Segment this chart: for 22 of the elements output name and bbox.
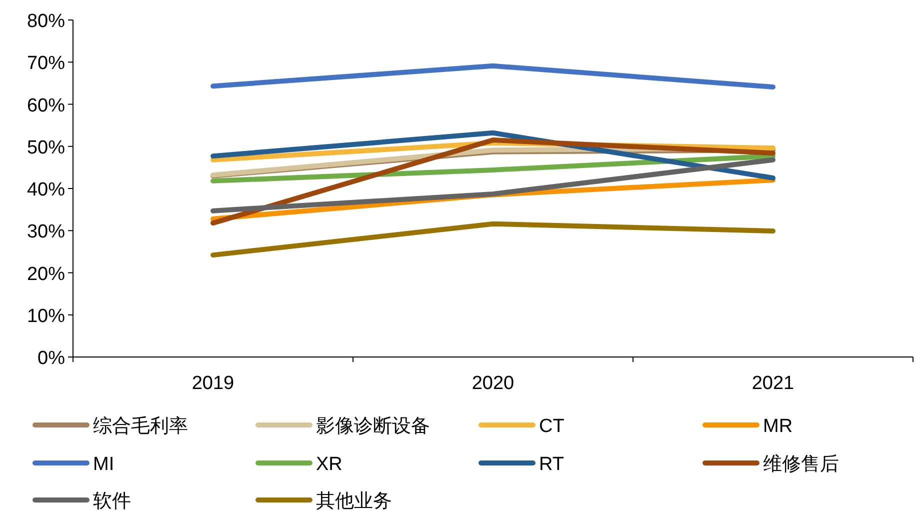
y-tick-label: 10% [26, 306, 66, 327]
x-tick-label: 2020 [472, 373, 514, 394]
y-tick-label: 30% [26, 222, 66, 243]
y-tick-label: 80% [26, 11, 66, 32]
y-tick-label: 70% [26, 53, 66, 74]
legend-label: XR [316, 454, 342, 475]
legend-label: MI [93, 454, 114, 475]
legend-label: 软件 [93, 491, 131, 511]
y-tick-label: 50% [26, 137, 66, 158]
legend-label: 综合毛利率 [93, 415, 188, 437]
x-tick-label: 2021 [752, 373, 794, 394]
legend-label: 维修售后 [763, 453, 839, 475]
legend-label: CT [539, 416, 565, 437]
y-tick-label: 0% [38, 348, 66, 369]
y-tick-label: 20% [26, 264, 66, 285]
legend-label: RT [539, 454, 564, 475]
legend-label: 其他业务 [316, 491, 392, 511]
x-tick-label: 2019 [192, 373, 234, 394]
y-tick-label: 60% [26, 95, 66, 116]
legend-label: MR [763, 416, 793, 437]
legend-label: 影像诊断设备 [316, 416, 430, 437]
y-tick-label: 40% [26, 180, 66, 200]
